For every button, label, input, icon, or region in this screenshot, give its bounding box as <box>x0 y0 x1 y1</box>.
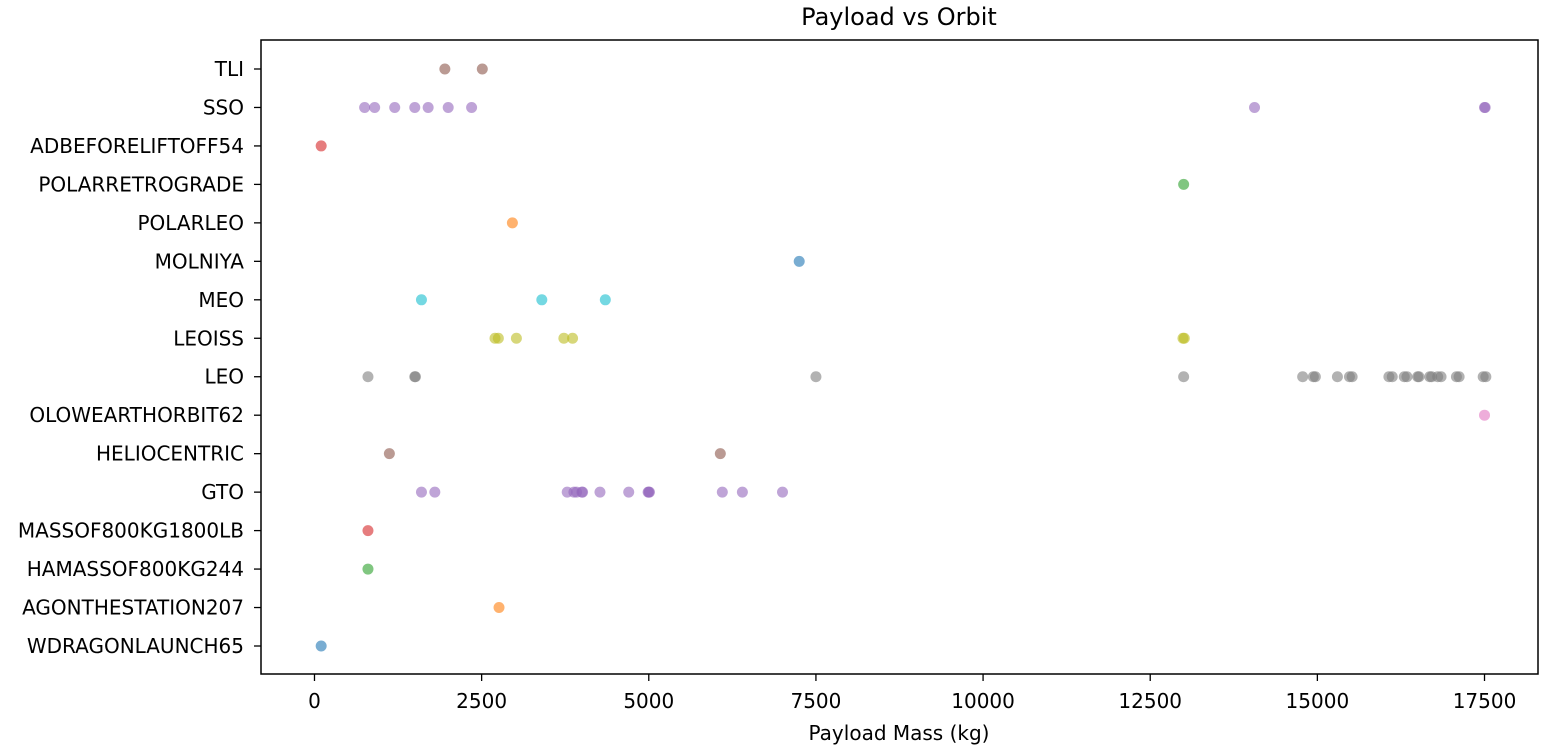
y-tick-label: OLOWEARTHORBIT62 <box>29 403 244 427</box>
data-point <box>793 255 805 267</box>
chart-title: Payload vs Orbit <box>801 3 997 31</box>
plot-frame <box>260 39 1539 675</box>
data-point <box>577 486 589 498</box>
data-point <box>714 448 726 460</box>
marks-layer <box>315 63 1492 652</box>
data-point <box>362 371 374 383</box>
y-tick-label: TLI <box>214 57 244 81</box>
x-tick-label: 5000 <box>623 689 674 713</box>
y-tick-label: MASSOF800KG1800LB <box>18 519 244 543</box>
data-point <box>493 602 505 614</box>
data-point <box>623 486 635 498</box>
x-tick-label: 0 <box>308 689 321 713</box>
data-point <box>362 525 374 537</box>
data-point <box>1249 101 1261 113</box>
y-tick-label: LEO <box>204 365 244 389</box>
data-point <box>476 63 488 75</box>
data-point <box>415 486 427 498</box>
x-tick-label: 12500 <box>1118 689 1182 713</box>
data-point <box>1453 371 1465 383</box>
y-tick-label: MOLNIYA <box>155 249 245 273</box>
data-point <box>492 332 504 344</box>
data-point <box>1413 371 1425 383</box>
data-point <box>567 332 579 344</box>
data-point <box>369 101 381 113</box>
data-point <box>359 101 371 113</box>
y-tick-label: POLARRETROGRADE <box>38 172 244 196</box>
data-point <box>389 101 401 113</box>
data-point <box>1479 101 1491 113</box>
data-point <box>315 140 327 152</box>
y-tick-label: WDRAGONLAUNCH65 <box>27 634 244 658</box>
data-point <box>1178 178 1190 190</box>
data-point <box>429 486 441 498</box>
data-point <box>599 294 611 306</box>
x-tick-label: 7500 <box>790 689 841 713</box>
data-point <box>315 640 327 652</box>
y-tick-label: HAMASSOF800KG244 <box>27 557 244 581</box>
data-point <box>1479 409 1491 421</box>
data-point <box>383 448 395 460</box>
data-point <box>466 101 478 113</box>
data-point <box>594 486 606 498</box>
x-tick-label: 10000 <box>951 689 1015 713</box>
data-point <box>1309 371 1321 383</box>
data-point <box>1480 371 1492 383</box>
data-point <box>810 371 822 383</box>
data-point <box>1435 371 1447 383</box>
y-tick-label: AGONTHESTATION207 <box>22 596 244 620</box>
y-tick-label: ADBEFORELIFTOFF54 <box>30 134 244 158</box>
data-point <box>1178 371 1190 383</box>
data-point <box>1331 371 1343 383</box>
y-tick-label: LEOISS <box>173 326 244 350</box>
x-tick-label: 15000 <box>1286 689 1350 713</box>
data-point <box>736 486 748 498</box>
y-tick-label: SSO <box>203 95 244 119</box>
data-point <box>1401 371 1413 383</box>
data-point <box>510 332 522 344</box>
data-point <box>442 101 454 113</box>
y-tick-label: POLARLEO <box>137 211 244 235</box>
data-point <box>409 371 421 383</box>
data-point <box>777 486 788 498</box>
axes-layer: 0 2500 5000 7500 10000 12500 15000 17500 WDRAGON… <box>18 39 1539 713</box>
x-tick-label: 2500 <box>456 689 507 713</box>
y-tick-label: HELIOCENTRIC <box>96 442 244 466</box>
data-point <box>536 294 548 306</box>
x-axis-label: Payload Mass (kg) <box>809 721 990 745</box>
data-point <box>1297 371 1309 383</box>
data-point <box>1178 332 1190 344</box>
data-point <box>409 101 421 113</box>
data-point <box>422 101 434 113</box>
data-point <box>558 332 570 344</box>
y-tick-label: GTO <box>201 480 244 504</box>
data-point <box>362 563 374 575</box>
data-point <box>506 217 518 229</box>
data-point <box>1386 371 1398 383</box>
data-point <box>415 294 427 306</box>
data-point <box>439 63 451 75</box>
data-point <box>716 486 728 498</box>
data-point <box>1346 371 1358 383</box>
y-tick-label: MEO <box>198 288 244 312</box>
x-tick-label: 17500 <box>1453 689 1517 713</box>
data-point <box>643 486 655 498</box>
